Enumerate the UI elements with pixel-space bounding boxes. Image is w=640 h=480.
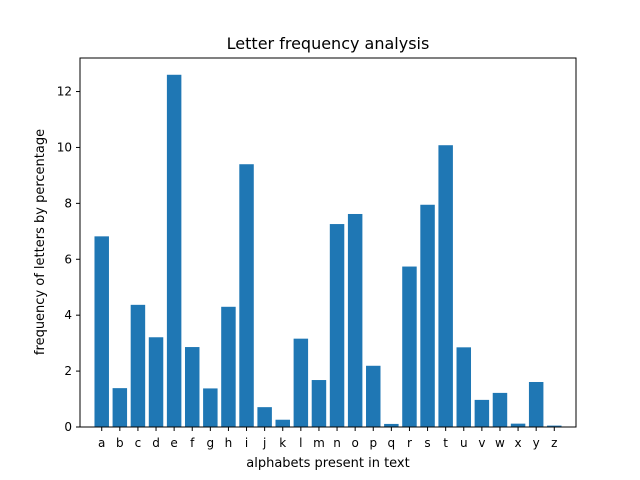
x-axis-label: alphabets present in text (246, 456, 409, 471)
bar-k (275, 419, 290, 427)
bars-layer (94, 74, 562, 427)
bar-o (347, 213, 363, 427)
x-tick-label-e: e (170, 436, 177, 450)
x-tick-label-d: d (152, 436, 160, 450)
plot-frame (79, 57, 577, 428)
bar-u (456, 347, 472, 427)
y-axis-label: frequency of letters by percentage (33, 129, 48, 355)
x-tick-label-z: z (551, 436, 557, 450)
x-tick-label-v: v (478, 436, 485, 450)
bar-z (547, 425, 562, 427)
bar-a (94, 236, 109, 427)
x-tick-label-g: g (207, 436, 215, 450)
bar-f (184, 347, 200, 427)
x-tick-label-a: a (98, 436, 105, 450)
x-tick-label-r: r (407, 436, 412, 450)
x-tick-label-s: s (424, 436, 430, 450)
x-tick-label-p: p (369, 436, 377, 450)
y-tick-label-0: 0 (64, 420, 72, 434)
x-tick-label-o: o (351, 436, 358, 450)
bar-y (528, 381, 544, 427)
x-tick-label-l: l (299, 436, 302, 450)
y-tick-label-8: 8 (64, 196, 72, 210)
x-tick-label-f: f (190, 436, 195, 450)
bar-c (130, 304, 146, 427)
x-tick-label-n: n (333, 436, 341, 450)
chart-title: Letter frequency analysis (227, 34, 430, 53)
bar-e (166, 74, 182, 427)
bar-j (257, 407, 272, 427)
x-tick-label-i: i (245, 436, 248, 450)
x-tick-label-k: k (279, 436, 286, 450)
y-tick-label-4: 4 (64, 308, 72, 322)
bar-q (384, 423, 399, 427)
bar-h (221, 306, 236, 427)
x-tick-label-w: w (495, 436, 505, 450)
x-tick-label-h: h (225, 436, 233, 450)
bar-v (474, 399, 490, 427)
y-tick-label-12: 12 (57, 85, 72, 99)
ticks-layer: a b c d e f g h i j k l m n o p q r s t u v w x y z 0 2 4 6 8 10 12 (57, 85, 558, 450)
bar-l (293, 338, 309, 427)
x-tick-label-y: y (533, 436, 540, 450)
bar-r (402, 266, 417, 427)
x-tick-label-b: b (116, 436, 124, 450)
bar-d (148, 337, 164, 427)
y-tick-label-2: 2 (64, 364, 72, 378)
bar-t (438, 145, 453, 427)
bar-n (329, 224, 345, 427)
x-tick-label-c: c (135, 436, 142, 450)
y-tick-label-10: 10 (57, 140, 72, 154)
x-tick-label-j: j (262, 436, 266, 450)
bar-g (203, 388, 218, 427)
bar-i (239, 164, 254, 427)
x-tick-label-m: m (313, 436, 325, 450)
bar-b (112, 388, 128, 427)
bar-s (420, 204, 435, 427)
x-tick-label-x: x (515, 436, 522, 450)
bar-m (311, 380, 327, 427)
x-tick-label-u: u (460, 436, 468, 450)
x-tick-label-t: t (443, 436, 448, 450)
x-tick-label-q: q (388, 436, 396, 450)
bar-x (510, 423, 526, 427)
bar-w (492, 392, 508, 427)
bar-p (366, 365, 381, 427)
y-tick-label-6: 6 (64, 252, 72, 266)
